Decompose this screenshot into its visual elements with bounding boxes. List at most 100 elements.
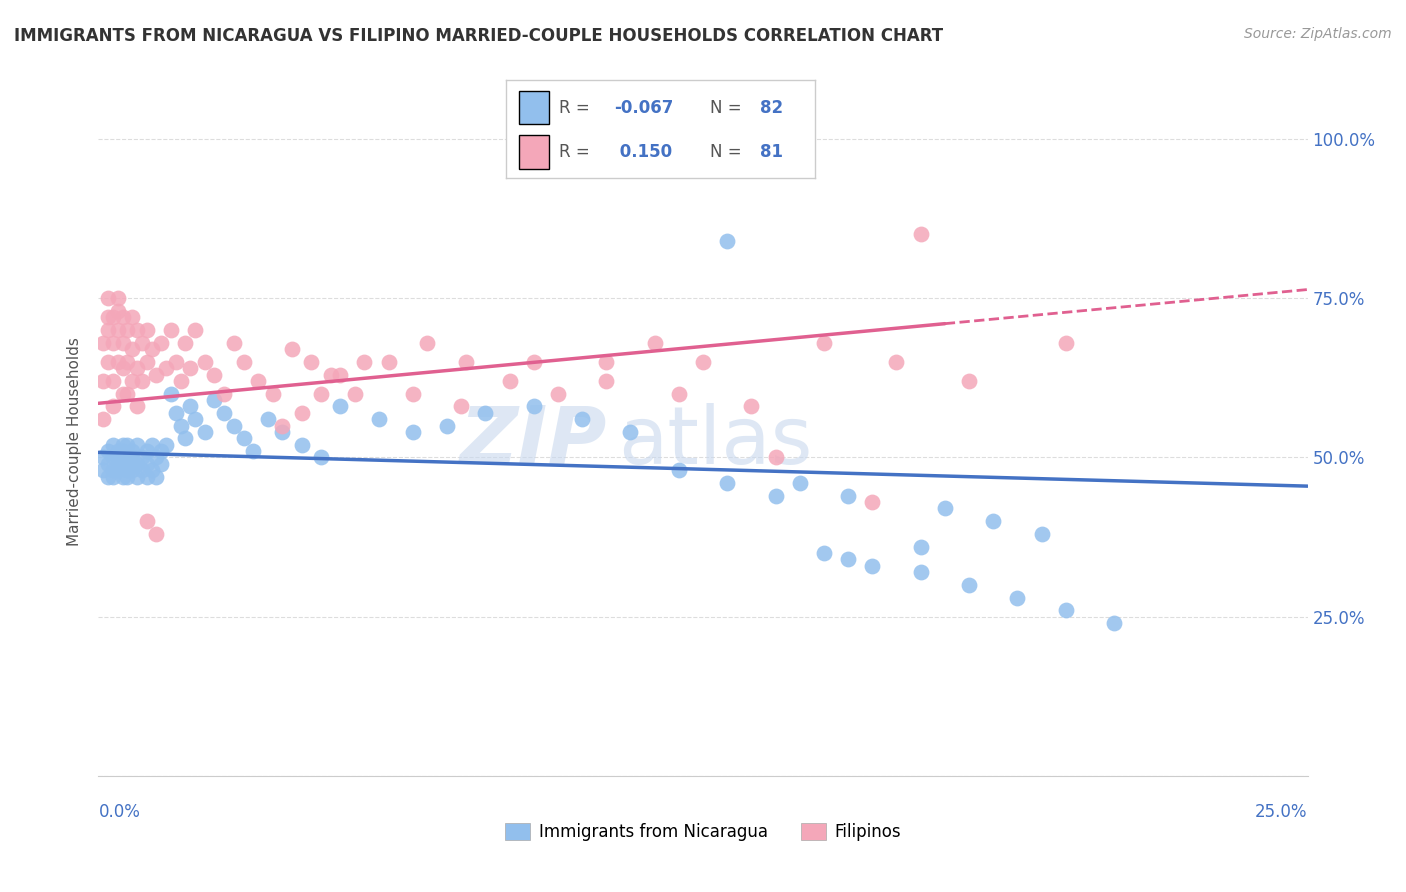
Text: 81: 81 <box>759 143 783 161</box>
Point <box>309 386 332 401</box>
Point <box>1054 603 1077 617</box>
Point <box>97 457 120 471</box>
Point <box>595 355 617 369</box>
Point <box>127 361 149 376</box>
Point <box>860 495 883 509</box>
Point <box>910 540 932 554</box>
Point <box>141 463 163 477</box>
Point <box>329 400 352 414</box>
Text: atlas: atlas <box>619 402 813 481</box>
Point <box>910 565 932 579</box>
Text: N =: N = <box>710 99 747 117</box>
Point <box>91 335 114 350</box>
Point <box>111 335 134 350</box>
Point <box>692 355 714 369</box>
Point <box>91 450 114 465</box>
Point <box>436 418 458 433</box>
Point <box>716 475 738 490</box>
Point <box>377 355 399 369</box>
Point <box>1054 335 1077 350</box>
Point <box>131 463 153 477</box>
Text: R =: R = <box>558 143 595 161</box>
Point <box>135 355 157 369</box>
Point <box>184 323 207 337</box>
Point <box>1007 591 1029 605</box>
Point <box>111 438 134 452</box>
Point <box>523 400 546 414</box>
Point <box>262 386 284 401</box>
Point <box>107 463 129 477</box>
Point <box>91 463 114 477</box>
Point <box>121 463 143 477</box>
Point <box>299 355 322 369</box>
Point <box>127 457 149 471</box>
Point <box>91 374 114 388</box>
Point <box>169 418 191 433</box>
Point <box>174 335 197 350</box>
Text: R =: R = <box>558 99 595 117</box>
Text: Source: ZipAtlas.com: Source: ZipAtlas.com <box>1244 27 1392 41</box>
Point <box>97 469 120 483</box>
Point <box>141 342 163 356</box>
Point <box>117 355 139 369</box>
Point <box>107 444 129 458</box>
Point <box>1031 527 1053 541</box>
Point <box>668 463 690 477</box>
Point <box>619 425 641 439</box>
Point <box>111 457 134 471</box>
Point <box>111 310 134 325</box>
Point <box>145 527 167 541</box>
Point <box>127 469 149 483</box>
Point <box>135 444 157 458</box>
Point <box>150 444 173 458</box>
Point <box>117 469 139 483</box>
Point <box>107 304 129 318</box>
Point <box>111 361 134 376</box>
Point <box>179 361 201 376</box>
Point <box>256 412 278 426</box>
Point <box>135 323 157 337</box>
Point <box>957 578 980 592</box>
Point <box>131 374 153 388</box>
Point <box>107 355 129 369</box>
Point <box>91 412 114 426</box>
Point <box>910 227 932 242</box>
Point <box>232 355 254 369</box>
Point <box>232 431 254 445</box>
Point <box>789 475 811 490</box>
Point <box>111 469 134 483</box>
Point <box>644 335 666 350</box>
Point <box>353 355 375 369</box>
Text: -0.067: -0.067 <box>614 99 673 117</box>
Text: ZIP: ZIP <box>458 402 606 481</box>
Point <box>101 469 124 483</box>
Point <box>117 386 139 401</box>
Point <box>402 425 425 439</box>
Point <box>934 501 956 516</box>
Point <box>184 412 207 426</box>
Point <box>101 374 124 388</box>
Point <box>271 418 294 433</box>
Point <box>101 310 124 325</box>
Point <box>107 323 129 337</box>
Point <box>169 374 191 388</box>
Point <box>155 361 177 376</box>
Point <box>271 425 294 439</box>
Point <box>97 444 120 458</box>
Point <box>416 335 439 350</box>
Point <box>117 450 139 465</box>
Point <box>131 335 153 350</box>
Point <box>135 457 157 471</box>
Point <box>329 368 352 382</box>
FancyBboxPatch shape <box>519 91 550 124</box>
Text: IMMIGRANTS FROM NICARAGUA VS FILIPINO MARRIED-COUPLE HOUSEHOLDS CORRELATION CHAR: IMMIGRANTS FROM NICARAGUA VS FILIPINO MA… <box>14 27 943 45</box>
Point <box>117 463 139 477</box>
Point <box>222 335 245 350</box>
Point <box>145 450 167 465</box>
Point <box>107 450 129 465</box>
Point <box>97 291 120 305</box>
Point <box>121 374 143 388</box>
Point <box>813 546 835 560</box>
Point <box>135 469 157 483</box>
Point <box>160 386 183 401</box>
